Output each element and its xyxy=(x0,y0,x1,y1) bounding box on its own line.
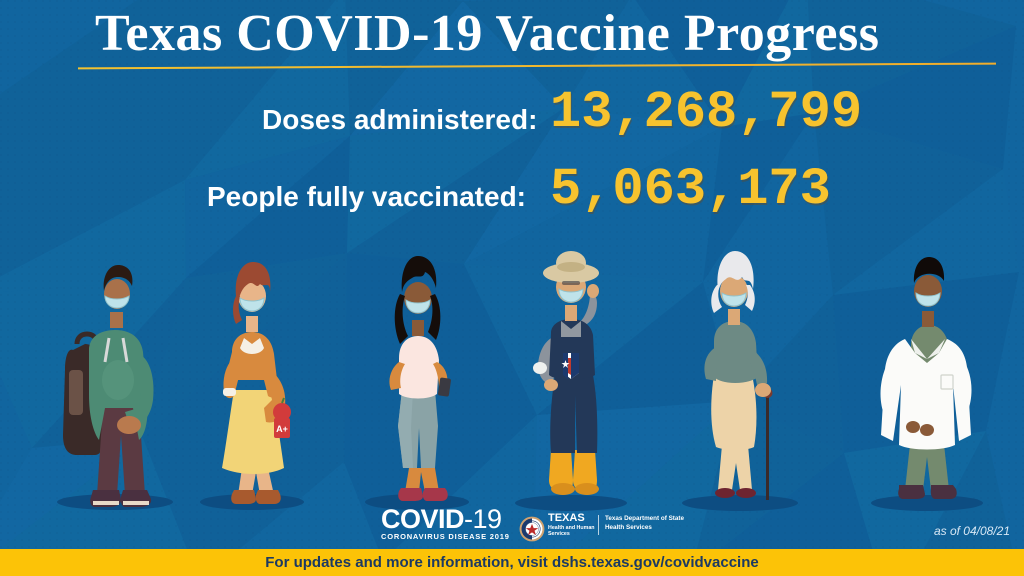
svg-text:A+: A+ xyxy=(276,424,288,434)
